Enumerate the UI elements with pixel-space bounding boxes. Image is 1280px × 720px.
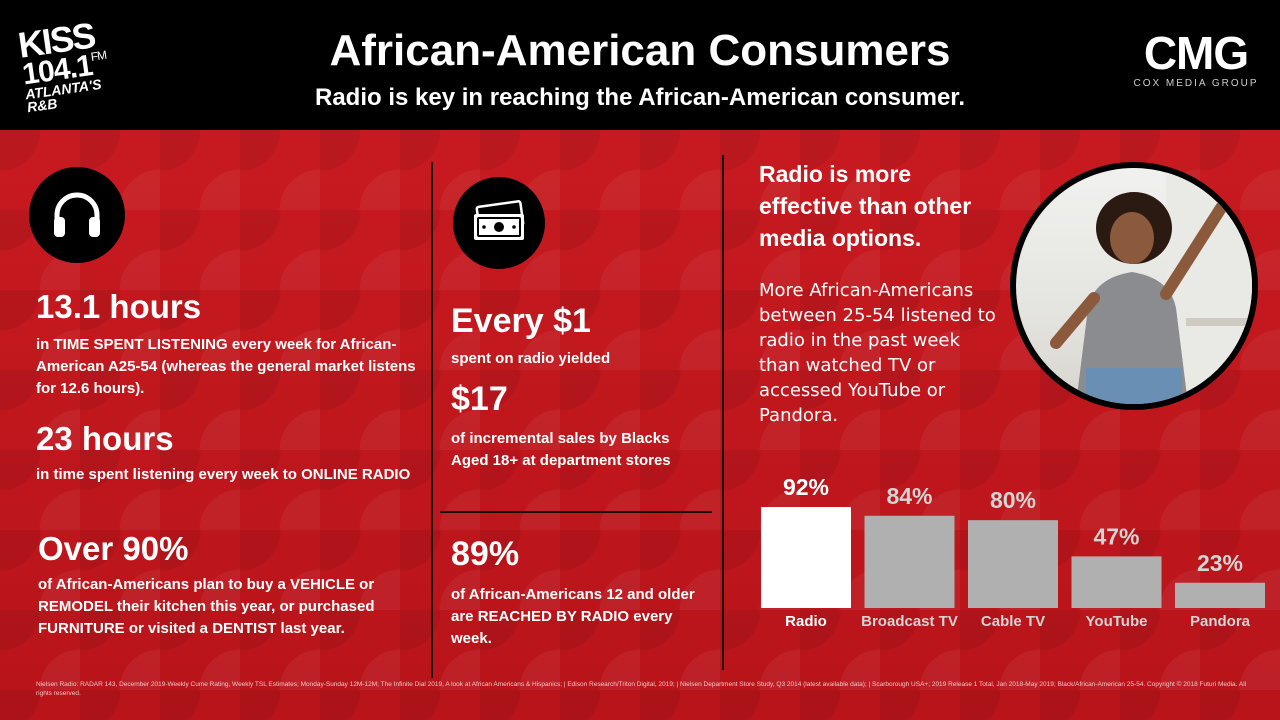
bar-radio (761, 507, 851, 608)
bar-pandora (1175, 582, 1265, 608)
incremental-sales-stat: $17 (451, 380, 508, 418)
cash-icon (453, 177, 545, 269)
reach-text: of African-Americans 12 and older are RE… (451, 586, 695, 647)
online-radio-stat: 23 hours (36, 420, 174, 457)
category-label-cable-tv: Cable TV (981, 613, 1045, 630)
page-subtitle: Radio is key in reaching the African-Ame… (315, 84, 965, 111)
purchase-intent-text: of African-Americans plan to buy a VEHIC… (38, 576, 375, 637)
source-footnote: Nielsen Radio: RADAR 143, December 2019-… (36, 681, 1247, 697)
online-radio-text: in time spent listening every week to ON… (36, 466, 411, 483)
column-divider-1 (431, 162, 433, 678)
effectiveness-body: More African-Americans between 25-54 lis… (759, 280, 996, 426)
effectiveness-heading: Radio is more effective than other media… (759, 161, 972, 251)
row-divider (440, 511, 712, 513)
value-label-pandora: 23% (1197, 550, 1243, 576)
bar-cable-tv (968, 520, 1058, 608)
column-divider-2 (722, 155, 724, 670)
value-label-cable-tv: 80% (990, 487, 1036, 513)
woman-dancing-photo (1010, 162, 1258, 410)
header-bar: KISS 104.1FM ATLANTA'S R&B African-Ameri… (0, 0, 1280, 130)
page-title: African-American Consumers (329, 26, 951, 75)
cmg-logo: CMG COX MEDIA GROUP (1128, 30, 1264, 89)
every-dollar-text: spent on radio yielded (451, 350, 611, 367)
media-reach-bar-chart: 92% Radio 84% Broadcast TV 80% Cable TV 47% You… (761, 474, 1265, 630)
bar-broadcast-tv (864, 515, 955, 608)
headphones-icon (29, 167, 125, 263)
purchase-intent-stat: Over 90% (38, 530, 189, 567)
category-label-pandora: Pandora (1190, 613, 1251, 630)
listening-hours-stat: 13.1 hours (36, 288, 202, 325)
every-dollar-stat: Every $1 (451, 302, 591, 340)
category-label-youtube: YouTube (1086, 613, 1148, 630)
incremental-sales-text: of incremental sales by Blacks Aged 18+ … (451, 430, 671, 469)
value-label-youtube: 47% (1093, 523, 1139, 549)
category-label-radio: Radio (785, 613, 827, 630)
bar-youtube (1071, 556, 1162, 608)
value-label-radio: 92% (783, 474, 829, 500)
listening-hours-text: in TIME SPENT LISTENING every week for A… (36, 336, 416, 397)
value-label-broadcast-tv: 84% (886, 483, 932, 509)
cmg-logo-text: CMG (1143, 27, 1249, 79)
cmg-logo-subtext: COX MEDIA GROUP (1133, 78, 1259, 89)
category-label-broadcast-tv: Broadcast TV (861, 613, 958, 630)
reach-stat: 89% (451, 535, 520, 573)
